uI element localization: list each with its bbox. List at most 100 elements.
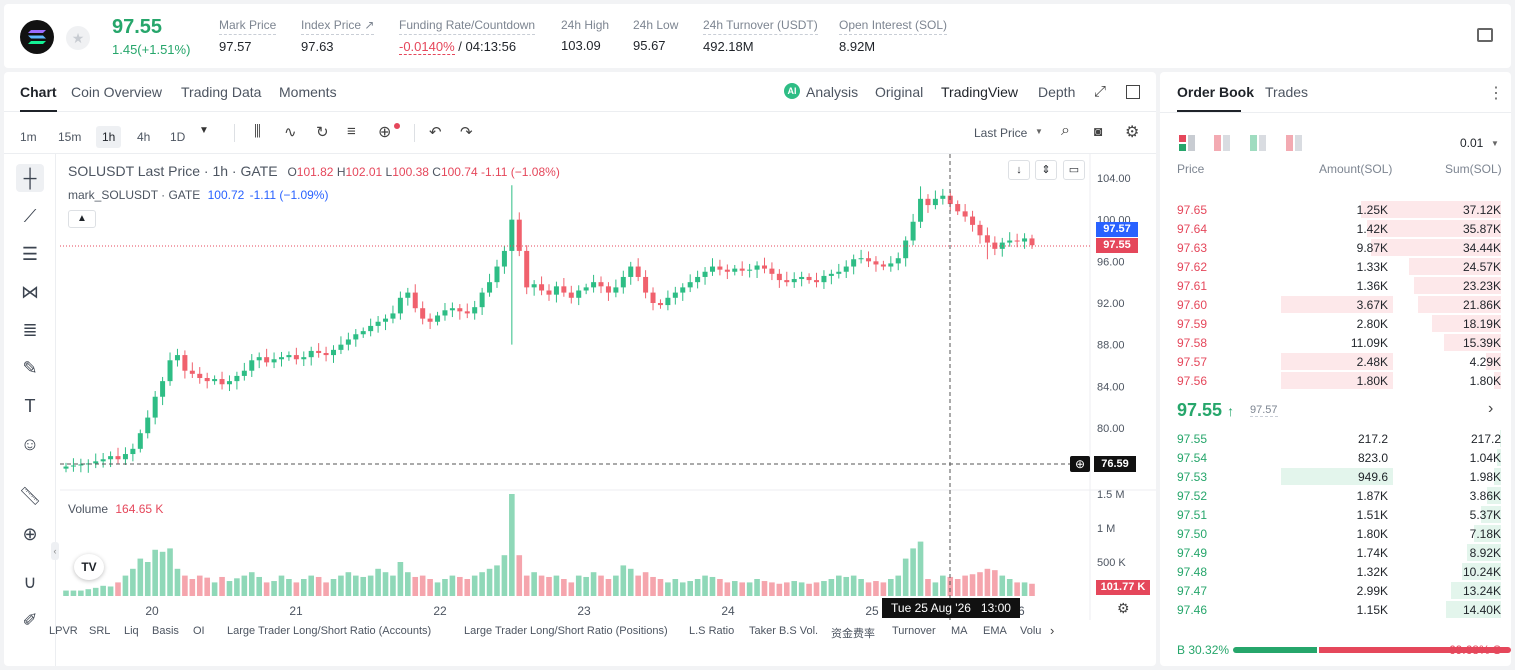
tab-moments[interactable]: Moments: [279, 84, 337, 100]
window-icon[interactable]: [1126, 85, 1140, 99]
ask-row[interactable]: 97.65 1.25K 37.12K: [1160, 200, 1511, 219]
tab-trades[interactable]: Trades: [1265, 84, 1309, 100]
tab-chart[interactable]: Chart: [20, 84, 57, 112]
bid-row[interactable]: 97.51 1.51K 5.37K: [1160, 505, 1511, 524]
bid-row[interactable]: 97.55 217.2 217.2: [1160, 429, 1511, 448]
indicator-10[interactable]: Turnover: [892, 625, 936, 637]
fullscreen-icon[interactable]: ⤢: [1094, 83, 1107, 100]
undo-icon[interactable]: ↶: [429, 124, 442, 141]
indicator-13[interactable]: Volu: [1020, 625, 1042, 637]
stat-index-price[interactable]: Index Price ↗ 97.63: [301, 18, 375, 54]
view-bids-icon[interactable]: [1250, 135, 1266, 151]
timeframe-1m[interactable]: 1m: [20, 130, 37, 144]
time-axis-label: 21: [289, 604, 303, 618]
brush-icon[interactable]: ✎: [22, 357, 38, 378]
bid-row[interactable]: 97.48 1.32K 10.24K: [1160, 562, 1511, 581]
trendline-icon[interactable]: ⟋: [23, 205, 37, 226]
chevron-right-icon[interactable]: ›: [1050, 623, 1055, 638]
search-icon[interactable]: ⌕: [1061, 122, 1070, 139]
settings-gear-icon[interactable]: ⚙: [1125, 124, 1140, 141]
indicator-6[interactable]: Large Trader Long/Short Ratio (Positions…: [464, 625, 668, 637]
collapse-pane-icon[interactable]: ⇕: [1035, 160, 1057, 180]
crosshair-icon[interactable]: ┼: [16, 164, 44, 192]
bid-row[interactable]: 97.46 1.15K 14.40K: [1160, 600, 1511, 619]
bid-row[interactable]: 97.53 949.6 1.98K: [1160, 467, 1511, 486]
bid-row[interactable]: 97.54 823.0 1.04K: [1160, 448, 1511, 467]
tradingview-logo[interactable]: TV: [74, 554, 104, 580]
precision-select[interactable]: 0.01: [1460, 136, 1484, 150]
collapse-legend-button[interactable]: ▲: [68, 210, 96, 228]
volume-bar: [739, 582, 745, 596]
timeframe-dropdown-icon[interactable]: ▼: [199, 125, 209, 136]
ask-row[interactable]: 97.60 3.67K 21.86K: [1160, 295, 1511, 314]
ask-row[interactable]: 97.61 1.36K 23.23K: [1160, 276, 1511, 295]
indicator-1[interactable]: SRL: [89, 625, 111, 637]
tab-tradingview[interactable]: TradingView: [941, 84, 1019, 100]
ruler-icon[interactable]: 📏︎: [18, 485, 42, 506]
indicator-2[interactable]: Liq: [124, 625, 139, 637]
candle-body: [197, 373, 203, 378]
replay-icon[interactable]: ↻: [316, 124, 329, 141]
ask-row[interactable]: 97.62 1.33K 24.57K: [1160, 257, 1511, 276]
ask-row[interactable]: 97.59 2.80K 18.19K: [1160, 314, 1511, 333]
tab-trading-data[interactable]: Trading Data: [181, 84, 262, 100]
view-depth-icon[interactable]: [1286, 135, 1302, 151]
indicator-11[interactable]: MA: [951, 625, 968, 637]
candlestick-chart[interactable]: 104.00100.0096.0092.0088.0084.0080.001.5…: [60, 154, 1156, 620]
zoom-in-icon[interactable]: ⊕: [22, 523, 38, 544]
timeframe-1h[interactable]: 1h: [96, 126, 122, 148]
indicator-4[interactable]: OI: [193, 625, 205, 637]
tab-original[interactable]: Original: [875, 84, 924, 100]
fib-levels-icon[interactable]: ≣: [22, 319, 38, 340]
magnet-icon[interactable]: ∪: [23, 571, 37, 592]
indicator-5[interactable]: Large Trader Long/Short Ratio (Accounts): [227, 625, 432, 637]
add-order-icon[interactable]: ⊕: [1070, 456, 1090, 472]
indicator-0[interactable]: LPVR: [49, 625, 78, 637]
redo-icon[interactable]: ↷: [460, 124, 473, 141]
indicator-12[interactable]: EMA: [983, 625, 1007, 637]
favorite-star-icon[interactable]: ★: [66, 26, 90, 50]
bid-row[interactable]: 97.49 1.74K 8.92K: [1160, 543, 1511, 562]
camera-icon[interactable]: ◙: [1094, 123, 1103, 139]
tab-analysis[interactable]: Analysis: [806, 84, 859, 100]
pencil-lock-icon[interactable]: ✐: [22, 609, 38, 630]
ask-row[interactable]: 97.57 2.48K 4.29K: [1160, 352, 1511, 371]
bid-row[interactable]: 97.47 2.99K 13.24K: [1160, 581, 1511, 600]
templates-icon[interactable]: ≡: [347, 123, 356, 140]
chevron-right-icon[interactable]: ›: [1488, 400, 1494, 417]
ask-row[interactable]: 97.64 1.42K 35.87K: [1160, 219, 1511, 238]
chevron-down-icon[interactable]: ▼: [1035, 127, 1043, 136]
indicator-3[interactable]: Basis: [152, 625, 179, 637]
tab-order-book[interactable]: Order Book: [1177, 84, 1255, 100]
add-alert-icon[interactable]: ⊕: [378, 124, 392, 141]
text-tool-icon[interactable]: T: [24, 395, 36, 416]
axis-settings-icon[interactable]: ⚙: [1117, 600, 1130, 616]
chevron-down-icon[interactable]: ▼: [1491, 139, 1499, 148]
indicator-8[interactable]: Taker B.S Vol.: [749, 625, 819, 637]
tab-depth[interactable]: Depth: [1038, 84, 1076, 100]
maximize-pane-icon[interactable]: ▭: [1063, 160, 1085, 180]
indicator-7[interactable]: L.S Ratio: [689, 625, 735, 637]
bid-row[interactable]: 97.52 1.87K 3.86K: [1160, 486, 1511, 505]
timeframe-4h[interactable]: 4h: [137, 130, 151, 144]
more-icon[interactable]: ⋮: [1488, 85, 1504, 102]
bid-row[interactable]: 97.50 1.80K 7.18K: [1160, 524, 1511, 543]
ask-row[interactable]: 97.56 1.80K 1.80K: [1160, 371, 1511, 390]
book-icon[interactable]: [1477, 28, 1493, 42]
timeframe-15m[interactable]: 15m: [58, 130, 82, 144]
tab-coin-overview[interactable]: Coin Overview: [71, 84, 163, 100]
indicators-icon[interactable]: ∿: [284, 124, 297, 141]
horizontal-lines-icon[interactable]: ☰: [21, 243, 39, 264]
timeframe-1d[interactable]: 1D: [170, 130, 186, 144]
indicator-9[interactable]: 资金费率: [831, 628, 875, 640]
view-asks-icon[interactable]: [1214, 135, 1230, 151]
pattern-icon[interactable]: ⋈: [21, 281, 39, 302]
price-type-select[interactable]: Last Price: [974, 126, 1028, 140]
ask-row[interactable]: 97.63 9.87K 34.44K: [1160, 238, 1511, 257]
candle-type-icon[interactable]: ⫼: [254, 123, 261, 140]
scroll-down-icon[interactable]: ↓: [1008, 160, 1030, 180]
ask-row[interactable]: 97.58 11.09K 15.39K: [1160, 333, 1511, 352]
view-both-icon[interactable]: [1179, 135, 1195, 151]
emoji-icon[interactable]: ☺: [20, 433, 40, 454]
collapse-drawbar-icon[interactable]: ‹: [51, 542, 59, 560]
